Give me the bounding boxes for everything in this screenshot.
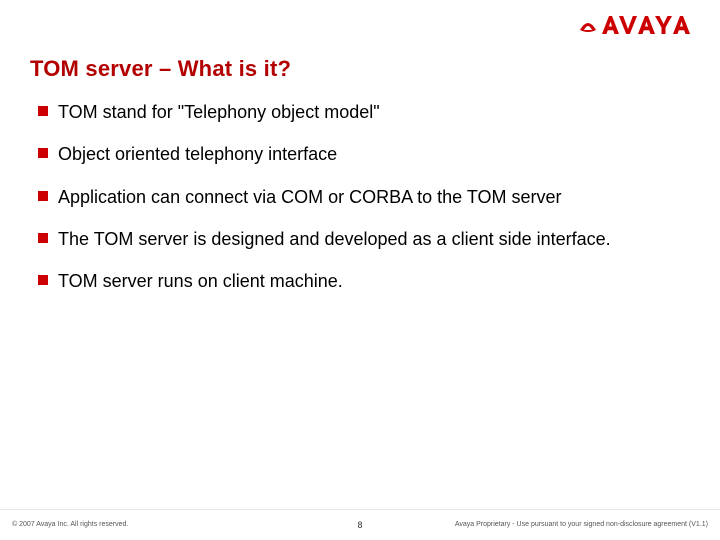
bullet-text: TOM stand for "Telephony object model" bbox=[58, 100, 380, 124]
bullet-list: TOM stand for "Telephony object model" Ob… bbox=[38, 100, 690, 311]
title-text: TOM server – What is it? bbox=[30, 56, 291, 81]
bullet-text: TOM server runs on client machine. bbox=[58, 269, 343, 293]
bullet-text: Object oriented telephony interface bbox=[58, 142, 337, 166]
list-item: Application can connect via COM or CORBA… bbox=[38, 185, 690, 209]
bullet-text: The TOM server is designed and developed… bbox=[58, 227, 611, 251]
bullet-icon bbox=[38, 191, 48, 201]
footer: © 2007 Avaya Inc. All rights reserved. 8… bbox=[0, 521, 720, 528]
proprietary-text: Avaya Proprietary - Use pursuant to your… bbox=[455, 521, 708, 528]
copyright-text: © 2007 Avaya Inc. All rights reserved. bbox=[12, 521, 128, 528]
brand-logo bbox=[578, 12, 698, 40]
bullet-text: Application can connect via COM or CORBA… bbox=[58, 185, 562, 209]
bullet-icon bbox=[38, 148, 48, 158]
list-item: Object oriented telephony interface bbox=[38, 142, 690, 166]
slide-title: TOM server – What is it? bbox=[30, 56, 291, 82]
bullet-icon bbox=[38, 106, 48, 116]
list-item: The TOM server is designed and developed… bbox=[38, 227, 690, 251]
page-number: 8 bbox=[357, 520, 362, 530]
bullet-icon bbox=[38, 233, 48, 243]
bullet-icon bbox=[38, 275, 48, 285]
footer-divider bbox=[0, 509, 720, 510]
list-item: TOM stand for "Telephony object model" bbox=[38, 100, 690, 124]
list-item: TOM server runs on client machine. bbox=[38, 269, 690, 293]
